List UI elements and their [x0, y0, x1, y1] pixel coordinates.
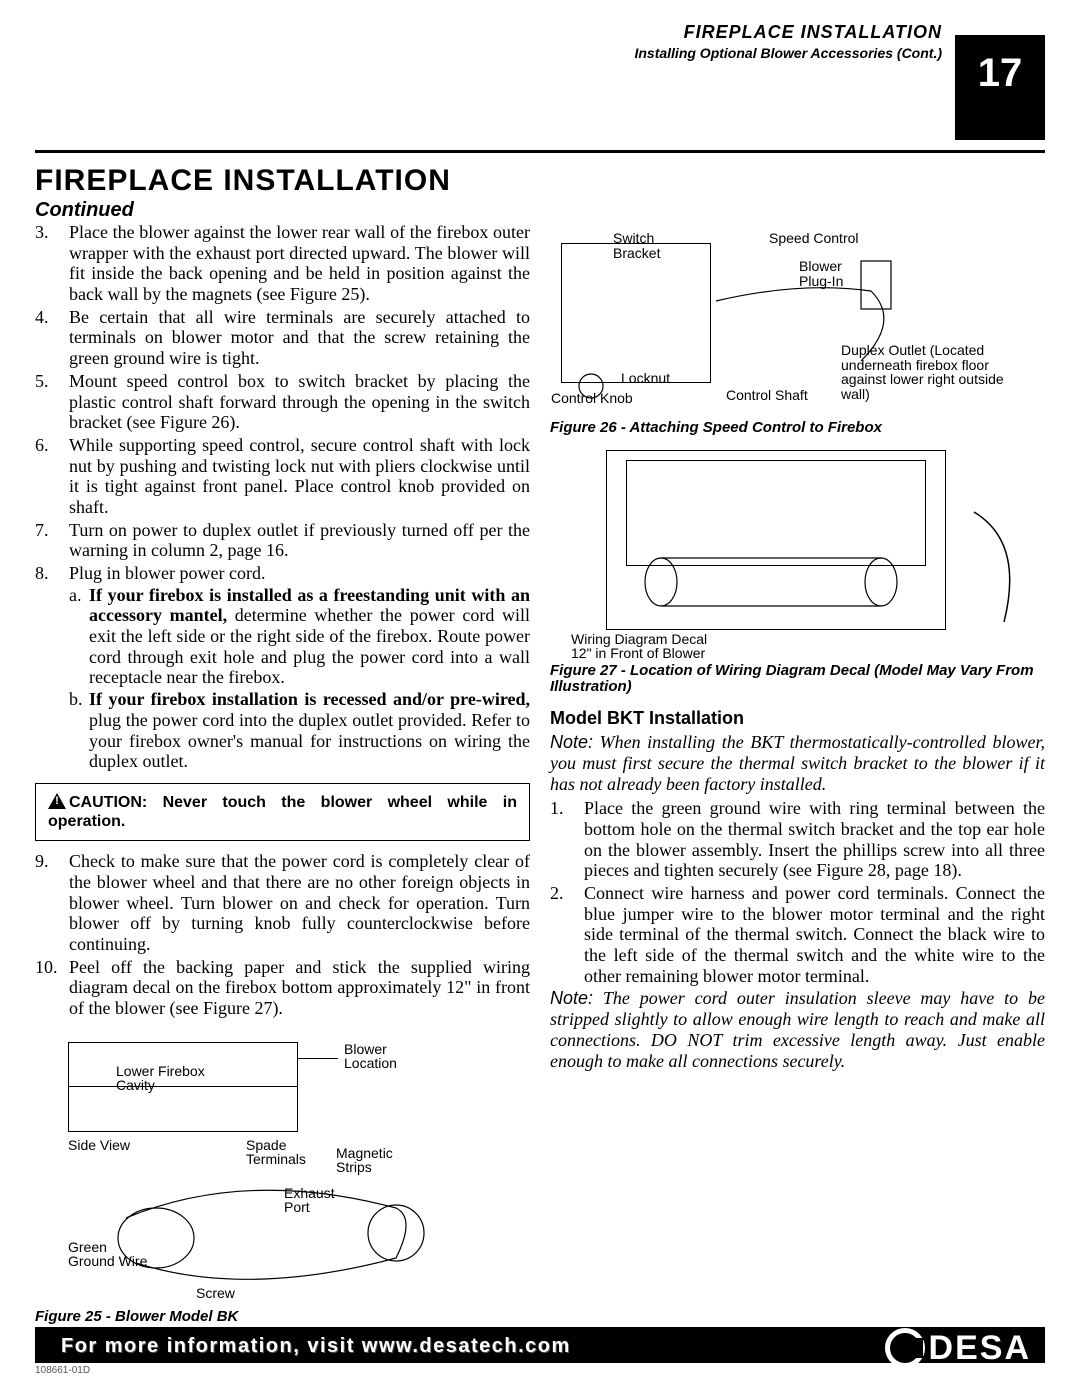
figure-26-caption: Figure 26 - Attaching Speed Control to F…: [550, 420, 1045, 437]
bkt-step-1: 1.Place the green ground wire with ring …: [550, 798, 1045, 881]
figure-25-caption: Figure 25 - Blower Model BK: [35, 1309, 530, 1326]
step-7: 7.Turn on power to duplex outlet if prev…: [35, 520, 530, 561]
fig26-lbl-blower-plugin: Blower Plug-In: [799, 259, 843, 288]
fig25-lbl-green-wire: Green Ground Wire: [68, 1240, 147, 1269]
header-title: FIREPLACE INSTALLATION: [0, 22, 942, 43]
header-rule: [35, 150, 1045, 153]
section-subtitle: Continued: [35, 199, 134, 222]
figure-26: Switch Bracket Speed Control Blower Plug…: [550, 230, 1045, 418]
fig27-lbl-decal: Wiring Diagram Decal 12" in Front of Blo…: [571, 632, 707, 661]
step-6: 6.While supporting speed control, secure…: [35, 435, 530, 518]
fig26-lbl-control-shaft: Control Shaft: [726, 388, 808, 403]
fig26-lbl-duplex: Duplex Outlet (Located underneath firebo…: [841, 343, 1031, 402]
step-8: 8. Plug in blower power cord. a.If your …: [35, 563, 530, 773]
fig25-lbl-exhaust: Exhaust Port: [284, 1186, 335, 1215]
page-footer: For more information, visit www.desatech…: [35, 1327, 1045, 1379]
fig25-lbl-magnetic: Magnetic Strips: [336, 1146, 393, 1175]
bkt-step-2: 2.Connect wire harness and power cord te…: [550, 883, 1045, 986]
fig25-lbl-lower-cavity: Lower Firebox Cavity: [116, 1064, 205, 1093]
figure-27: Wiring Diagram Decal 12" in Front of Blo…: [550, 441, 1045, 661]
left-column: 3.Place the blower against the lower rea…: [35, 222, 530, 1325]
note-1: Note: When installing the BKT thermostat…: [550, 732, 1045, 794]
fig26-lbl-speed-control: Speed Control: [769, 231, 859, 246]
fig26-lbl-switch-bracket: Switch Bracket: [613, 231, 660, 260]
fig26-lbl-control-knob: Control Knob: [551, 391, 633, 406]
figure-25: Blower Location Lower Firebox Cavity Sid…: [35, 1027, 530, 1307]
page-number: 17: [955, 35, 1045, 140]
step-9: 9.Check to make sure that the power cord…: [35, 851, 530, 954]
note-2: Note: The power cord outer insulation sl…: [550, 988, 1045, 1071]
two-column-layout: 3.Place the blower against the lower rea…: [35, 222, 1045, 1325]
step-5: 5.Mount speed control box to switch brac…: [35, 371, 530, 433]
step-8b: b.If your firebox installation is recess…: [69, 689, 530, 772]
step-3: 3.Place the blower against the lower rea…: [35, 222, 530, 305]
fig25-lbl-spade: Spade Terminals: [246, 1138, 306, 1167]
step-8a: a.If your firebox is installed as a free…: [69, 585, 530, 688]
figure-27-caption: Figure 27 - Location of Wiring Diagram D…: [550, 663, 1045, 696]
header-subtitle: Installing Optional Blower Accessories (…: [0, 45, 942, 61]
model-bkt-heading: Model BKT Installation: [550, 708, 1045, 729]
fig25-lbl-blower-location: Blower Location: [344, 1042, 397, 1071]
step-4: 4.Be certain that all wire terminals are…: [35, 307, 530, 369]
desa-logo: DESA: [885, 1326, 1031, 1370]
footer-text: For more information, visit www.desatech…: [61, 1335, 571, 1358]
fig26-lbl-locknut: Locknut: [621, 371, 670, 386]
fig25-lbl-screw: Screw: [196, 1286, 235, 1301]
step-8-intro: Plug in blower power cord.: [69, 563, 265, 583]
step-10: 10.Peel off the backing paper and stick …: [35, 957, 530, 1019]
page-header: FIREPLACE INSTALLATION Installing Option…: [0, 22, 1080, 92]
warning-icon: [48, 793, 66, 809]
caution-box: CAUTION: Never touch the blower wheel wh…: [35, 783, 530, 841]
section-title: FIREPLACE INSTALLATION: [35, 164, 451, 198]
right-column: Switch Bracket Speed Control Blower Plug…: [550, 222, 1045, 1325]
